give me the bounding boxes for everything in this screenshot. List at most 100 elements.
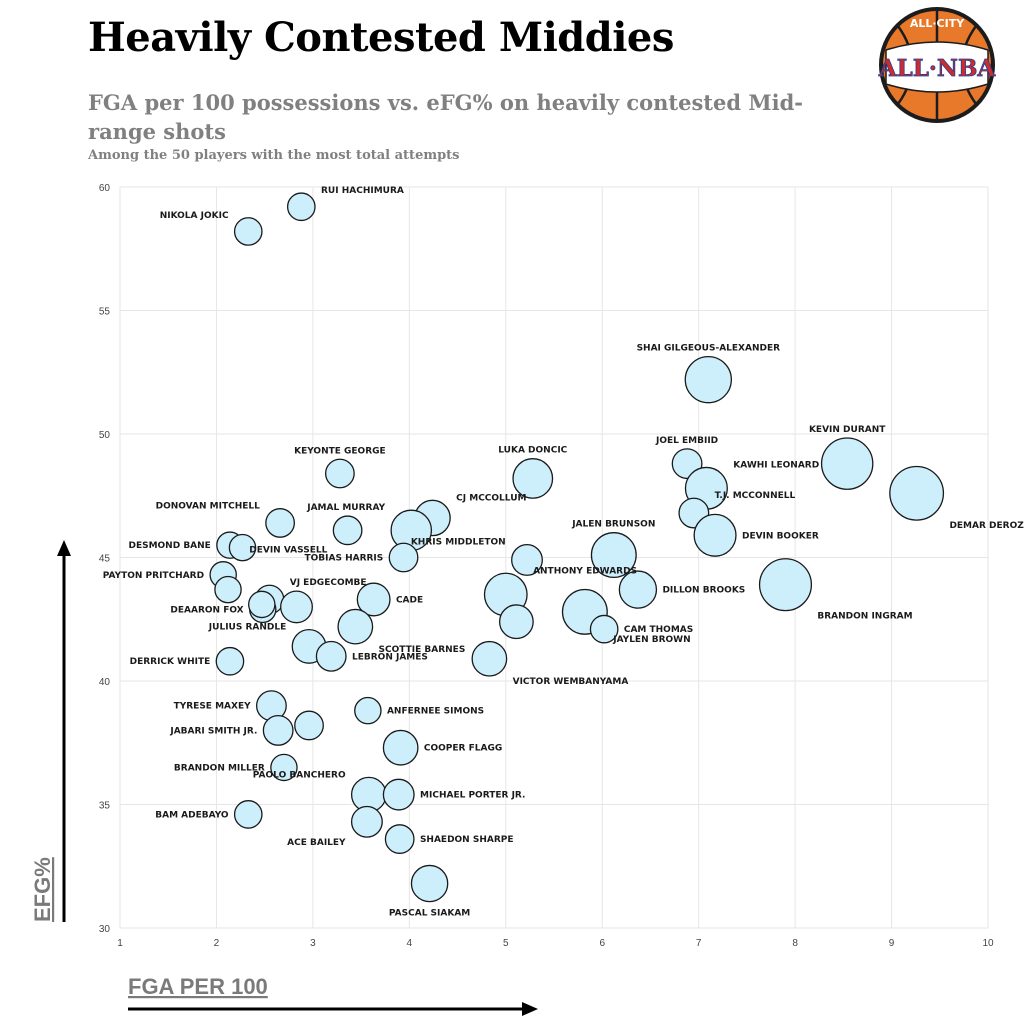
point-label: TOBIAS HARRIS	[305, 554, 384, 564]
point-label: ACE BAILEY	[287, 838, 346, 848]
data-point	[512, 458, 554, 499]
point-label: TYRESE MAXEY	[174, 702, 252, 712]
point-label: SCOTTIE BARNES	[379, 645, 466, 655]
point-label: CADE	[396, 595, 423, 605]
point-label: DEVIN VASSELL	[249, 546, 327, 556]
data-point	[618, 570, 658, 609]
x-tick-label: 3	[310, 938, 316, 949]
data-point	[589, 614, 619, 644]
all-nba-logo: ALL·CITY ALL·NBA	[877, 7, 997, 123]
data-point	[693, 513, 737, 557]
point-label: JOEL EMBIID	[655, 436, 718, 446]
y-tick-label: 60	[99, 183, 111, 194]
y-tick-label: 55	[99, 307, 111, 318]
point-label: DONOVAN MITCHELL	[156, 502, 261, 512]
x-tick-label: 1	[117, 938, 123, 949]
point-label: CAM THOMAS	[624, 625, 693, 635]
data-point	[356, 582, 391, 617]
point-label: VJ EDGECOMBE	[290, 578, 367, 588]
data-point	[350, 805, 383, 838]
x-tick-label: 4	[407, 938, 413, 949]
point-label: BRANDON INGRAM	[817, 612, 912, 622]
y-tick-label: 35	[99, 801, 111, 812]
point-label: KEYONTE GEORGE	[294, 446, 386, 456]
data-point	[511, 544, 543, 576]
point-label: BRANDON MILLER	[174, 763, 265, 773]
x-tick-label: 8	[792, 938, 798, 949]
point-label: PAOLO BANCHERO	[253, 770, 346, 780]
data-point	[498, 604, 534, 640]
point-label: BAM ADEBAYO	[155, 810, 229, 820]
point-label: NIKOLA JOKIC	[160, 211, 229, 221]
data-point	[270, 753, 298, 782]
point-label: DILLON BROOKS	[662, 586, 745, 596]
x-tick-label: 2	[214, 938, 220, 949]
bubbles	[209, 192, 945, 903]
point-label: DEMAR DEROZAN	[949, 521, 1024, 531]
logo-top-text: ALL·CITY	[910, 17, 965, 30]
x-tick-label: 7	[696, 938, 702, 949]
point-label: JALEN BRUNSON	[571, 520, 655, 530]
x-tick-label: 6	[599, 938, 605, 949]
data-point	[233, 800, 263, 829]
x-axis-title: FGA PER 100	[128, 974, 268, 999]
y-tick-label: 30	[99, 924, 111, 935]
data-point	[758, 558, 813, 612]
point-label: KEVIN DURANT	[809, 425, 886, 435]
y-tick-label: 50	[99, 430, 111, 441]
data-point	[382, 729, 419, 766]
point-label: JAMAL MURRAY	[306, 503, 385, 513]
point-label: COOPER FLAGG	[424, 744, 502, 754]
data-point	[262, 714, 294, 746]
y-axis-arrowhead	[57, 540, 71, 556]
point-label: SHAEDON SHARPE	[420, 835, 514, 845]
point-label: CJ MCCOLLUM	[456, 493, 526, 503]
data-point	[471, 640, 508, 677]
point-labels: RUI HACHIMURA NIKOLA JOKIC SHAI GILGEOUS-A…	[103, 186, 1024, 919]
point-label: T.J. MCCONNELL	[715, 491, 796, 501]
data-point	[248, 590, 276, 619]
point-label: PASCAL SIAKAM	[389, 909, 470, 919]
point-label: DERRICK WHITE	[130, 657, 211, 667]
data-point	[324, 458, 355, 489]
chart-note: Among the 50 players with the most total…	[88, 148, 460, 163]
point-label: DEVIN BOOKER	[742, 531, 819, 541]
y-tick-label: 45	[99, 554, 111, 565]
data-point	[384, 824, 415, 854]
data-point	[233, 217, 263, 246]
data-point	[590, 532, 637, 579]
point-label: LUKA DONCIC	[498, 446, 567, 456]
y-axis-title: EFG%	[30, 857, 55, 922]
point-label: SHAI GILGEOUS-ALEXANDER	[637, 344, 781, 354]
point-label: KAWHI LEONARD	[733, 460, 819, 470]
data-point	[889, 465, 945, 521]
data-point	[315, 640, 347, 672]
data-point	[410, 864, 449, 903]
point-label: LEBRON JAMES	[352, 652, 428, 662]
data-point	[337, 608, 374, 645]
point-label: ANTHONY EDWARDS	[533, 566, 637, 576]
grid	[119, 186, 989, 929]
data-point	[265, 508, 295, 538]
data-point	[332, 515, 363, 546]
data-point	[820, 437, 874, 490]
data-point	[294, 710, 324, 741]
x-tick-label: 5	[503, 938, 509, 949]
point-label: DEAARON FOX	[170, 605, 243, 615]
point-label: ANFERNEE SIMONS	[387, 707, 484, 717]
chart-subtitle: FGA per 100 possessions vs. eFG% on heav…	[88, 90, 803, 144]
data-point	[280, 590, 313, 624]
x-axis-arrowhead	[522, 1002, 538, 1016]
data-point	[286, 192, 316, 222]
point-label: JABARI SMITH JR.	[169, 726, 257, 736]
point-label: JULIUS RANDLE	[208, 623, 286, 633]
point-label: KHRIS MIDDLETON	[411, 538, 506, 548]
data-point	[214, 575, 242, 604]
point-label: DESMOND BANE	[128, 541, 210, 551]
logo-main-text: ALL·NBA	[878, 55, 997, 82]
point-label: VICTOR WEMBANYAMA	[513, 677, 629, 687]
data-point	[215, 646, 245, 676]
x-tick-label: 10	[982, 938, 994, 949]
